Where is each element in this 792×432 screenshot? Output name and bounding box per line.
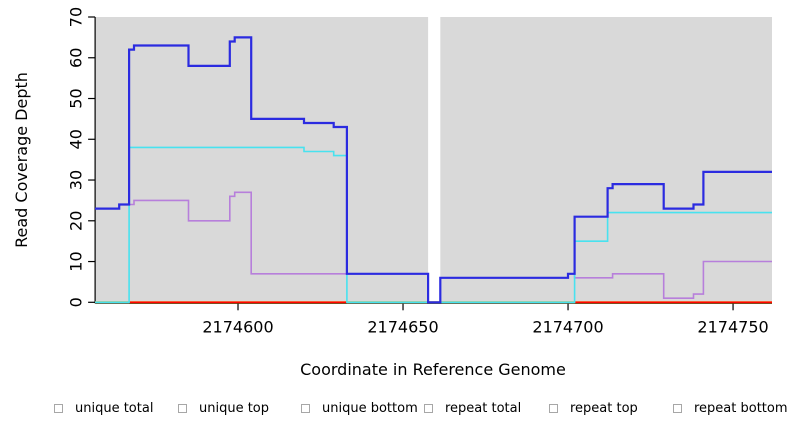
legend: unique total unique top unique bottom re…	[0, 398, 792, 420]
x-tick-label: 2174600	[202, 317, 273, 336]
series-unique-top-line	[95, 146, 772, 304]
legend-swatch-unique-bottom	[301, 404, 310, 413]
x-tick-label: 2174700	[532, 317, 603, 336]
legend-item-unique-total: unique total	[54, 400, 153, 416]
legend-swatch-repeat-top	[549, 404, 558, 413]
legend-label: unique total	[75, 400, 154, 416]
legend-label: repeat total	[445, 400, 522, 416]
y-axis-title: Read Coverage Depth	[12, 72, 31, 248]
y-tick-label: 20	[67, 211, 86, 231]
legend-label: unique bottom	[322, 400, 418, 416]
legend-swatch-repeat-bottom	[673, 404, 682, 413]
legend-item-unique-top: unique top	[178, 400, 269, 416]
y-tick-label: 50	[67, 88, 86, 108]
legend-label: repeat top	[570, 400, 638, 416]
legend-item-repeat-total: repeat total	[424, 400, 521, 416]
y-tick-label: 30	[67, 170, 86, 190]
legend-swatch-unique-total	[54, 404, 63, 413]
y-tick-label: 10	[67, 251, 86, 271]
y-tick-label: 0	[67, 297, 86, 307]
x-tick-label: 2174650	[367, 317, 438, 336]
legend-label: unique top	[199, 400, 270, 416]
legend-label: repeat bottom	[694, 400, 788, 416]
y-tick-label: 40	[67, 129, 86, 149]
y-tick-label: 70	[67, 7, 86, 27]
legend-swatch-repeat-total	[424, 404, 433, 413]
x-tick-label: 2174750	[697, 317, 768, 336]
legend-item-repeat-top: repeat top	[549, 400, 638, 416]
legend-swatch-unique-top	[178, 404, 187, 413]
y-tick-label: 60	[67, 48, 86, 68]
plot-area: 0 10 20 30 40 50 60 70 2174600 2174650 2174700 2174…	[67, 7, 773, 336]
x-axis-title: Coordinate in Reference Genome	[300, 360, 566, 379]
legend-item-repeat-bottom: repeat bottom	[673, 400, 788, 416]
coverage-gap-band	[428, 17, 441, 304]
legend-item-unique-bottom: unique bottom	[301, 400, 418, 416]
series-unique-total-line	[95, 36, 772, 304]
